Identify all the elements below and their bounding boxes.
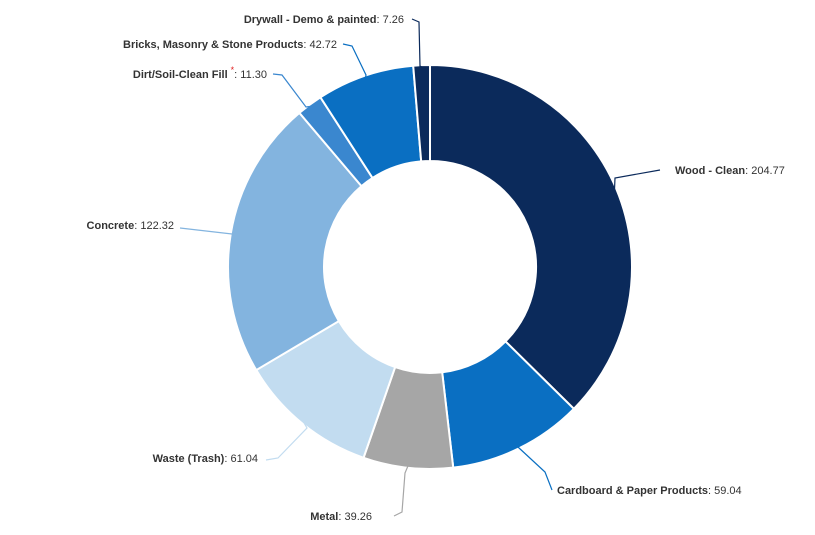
slice-value-1: 59.04 [714, 485, 742, 497]
connector-7 [411, 18, 423, 68]
slice-value-2: 39.26 [344, 511, 372, 523]
slice-4 [227, 111, 363, 372]
slice-label-3: Waste (Trash) [153, 453, 225, 465]
slice-label-7: Drywall - Demo & painted [244, 14, 377, 26]
data-label-0: Wood - Clean: 204.77 [675, 165, 785, 177]
data-label-6: Bricks, Masonry & Stone Products: 42.72 [123, 39, 337, 51]
slice-value-6: 42.72 [309, 39, 337, 51]
connector-2 [393, 465, 409, 517]
data-label-4: Concrete: 122.32 [87, 220, 174, 232]
slice-label-4: Concrete [87, 220, 135, 232]
slice-label-5: Dirt/Soil-Clean Fill [133, 69, 228, 81]
slice-7 [412, 63, 431, 163]
slice-label-2: Metal [310, 511, 338, 523]
connector-0 [613, 169, 661, 190]
slice-label-0: Wood - Clean [675, 165, 745, 177]
slice-marker-5: * [231, 65, 235, 75]
connectors [179, 18, 661, 517]
slice-value-3: 61.04 [230, 453, 258, 465]
slice-value-0: 204.77 [751, 165, 785, 177]
slice-0 [429, 63, 633, 411]
slice-label-6: Bricks, Masonry & Stone Products [123, 39, 303, 51]
connector-5 [272, 73, 311, 108]
connector-6 [342, 43, 367, 78]
data-labels: Wood - Clean: 204.77 Cardboard & Paper Pr… [87, 14, 785, 523]
slice-value-7: 7.26 [383, 14, 404, 26]
slice-value-5: 11.30 [240, 69, 267, 81]
data-label-7: Drywall - Demo & painted: 7.26 [244, 14, 404, 26]
data-label-1: Cardboard & Paper Products: 59.04 [557, 485, 742, 497]
slice-label-1: Cardboard & Paper Products [557, 485, 708, 497]
data-label-2: Metal: 39.26 [310, 511, 372, 523]
slice-value-4: 122.32 [140, 220, 174, 232]
connector-3 [265, 421, 308, 461]
connector-4 [179, 227, 233, 235]
connector-1 [517, 446, 553, 491]
data-label-5: Dirt/Soil-Clean Fill *: 11.30 [133, 65, 267, 81]
data-label-3: Waste (Trash): 61.04 [153, 453, 258, 465]
slices [227, 63, 633, 470]
